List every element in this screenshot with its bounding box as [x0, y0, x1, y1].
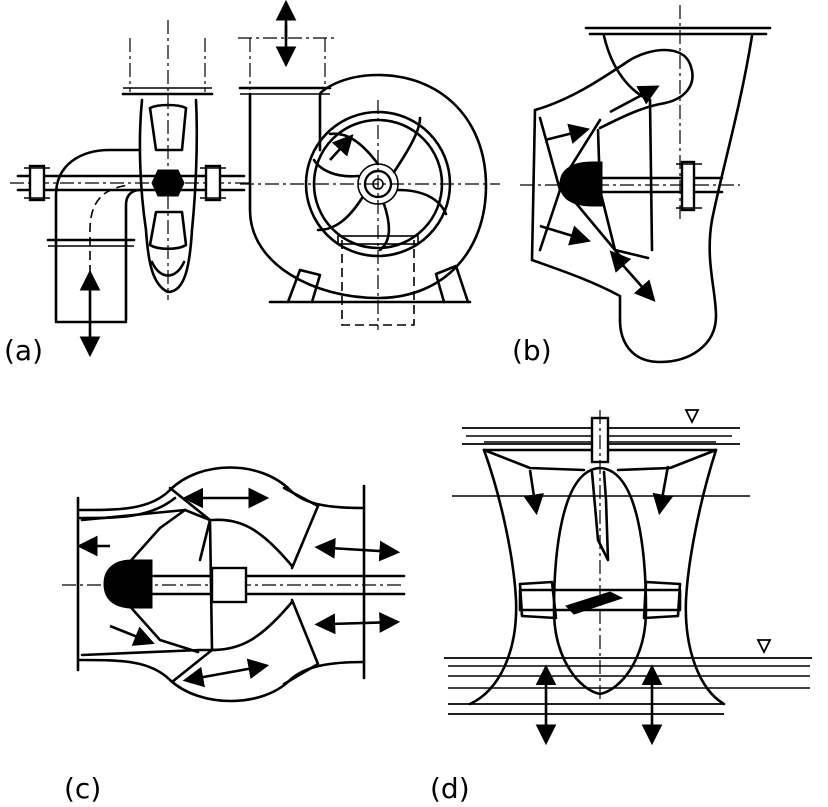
centrifugal-end-view — [238, 0, 500, 330]
panel-d-propeller-pump: (d) — [430, 409, 812, 805]
panel-b-mixed-flow-pump: (b) — [512, 5, 772, 367]
water-level-upper-icon — [684, 409, 700, 425]
centrifugal-section-view — [10, 20, 250, 358]
water-level-lower-icon — [756, 639, 772, 655]
panel-label-b: (b) — [512, 334, 552, 367]
panel-a-centrifugal-pump: (a) — [4, 0, 500, 367]
panel-label-a: (a) — [4, 334, 43, 367]
panel-label-c: (c) — [64, 772, 101, 805]
panel-label-d: (d) — [430, 772, 470, 805]
panel-c-axial-pump: (c) — [62, 466, 406, 805]
